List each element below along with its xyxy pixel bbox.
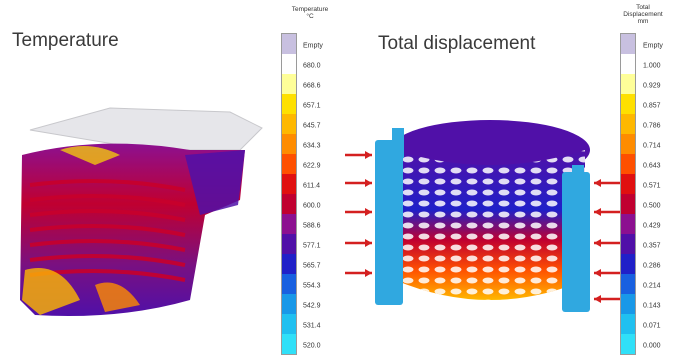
load-arrow-head xyxy=(365,269,372,277)
scale-segment xyxy=(282,74,296,94)
scale-label: 0.500 xyxy=(643,202,661,210)
scale-label: 554.3 xyxy=(303,282,321,290)
scale-label: 0.429 xyxy=(643,222,661,230)
scale-segment xyxy=(621,254,635,274)
scale-label: 0.071 xyxy=(643,322,661,330)
load-arrow-head xyxy=(594,179,601,187)
scale-segment xyxy=(621,174,635,194)
displacement-legend-title: Total Displacement mm xyxy=(615,4,671,25)
load-arrow-head xyxy=(594,239,601,247)
scale-label: 0.714 xyxy=(643,142,661,150)
scale-segment xyxy=(621,274,635,294)
scale-segment xyxy=(621,54,635,74)
scale-label: 680.0 xyxy=(303,62,321,70)
scale-segment xyxy=(621,294,635,314)
scale-label: 531.4 xyxy=(303,322,321,330)
scale-segment xyxy=(621,34,635,54)
scale-segment xyxy=(282,194,296,214)
scale-label: 1.000 xyxy=(643,62,661,70)
scale-label: 542.9 xyxy=(303,302,321,310)
scale-segment xyxy=(282,334,296,354)
scale-label: 634.3 xyxy=(303,142,321,150)
load-arrow-head xyxy=(365,239,372,247)
load-arrow-head xyxy=(365,179,372,187)
temperature-title: Temperature xyxy=(12,30,119,51)
displacement-title: Total displacement xyxy=(378,33,536,54)
scale-label: 0.929 xyxy=(643,82,661,90)
scale-segment xyxy=(282,34,296,54)
scale-segment xyxy=(282,174,296,194)
scale-label: 0.000 xyxy=(643,342,661,350)
scale-segment xyxy=(621,314,635,334)
scale-segment xyxy=(621,214,635,234)
scale-label: 600.0 xyxy=(303,202,321,210)
scale-label: 611.4 xyxy=(303,182,320,190)
scale-segment xyxy=(621,134,635,154)
scale-segment xyxy=(282,154,296,174)
scale-segment xyxy=(282,114,296,134)
scale-segment xyxy=(282,134,296,154)
scale-segment xyxy=(621,234,635,254)
scale-segment xyxy=(282,254,296,274)
scale-segment xyxy=(282,294,296,314)
load-arrow-head xyxy=(365,151,372,159)
scale-label: 0.857 xyxy=(643,102,661,110)
temperature-render xyxy=(20,107,263,316)
scale-label: 657.1 xyxy=(303,102,321,110)
scale-segment xyxy=(282,234,296,254)
scale-segment xyxy=(621,94,635,114)
displacement-legend-title-text-2: Displacement xyxy=(623,11,663,18)
scale-label: 577.1 xyxy=(303,242,321,250)
scale-label: 0.357 xyxy=(643,242,661,250)
scale-label: 0.143 xyxy=(643,302,661,310)
scale-segment xyxy=(282,314,296,334)
scale-label: 588.6 xyxy=(303,222,321,230)
scale-segment xyxy=(621,74,635,94)
scale-label: 520.0 xyxy=(303,342,321,350)
scale-label: 0.643 xyxy=(643,162,661,170)
temperature-legend-title: Temperature °C xyxy=(282,6,338,20)
scale-segment xyxy=(282,54,296,74)
displacement-render xyxy=(375,120,590,312)
scale-label: Empty xyxy=(643,42,663,50)
scale-label: 0.571 xyxy=(643,182,661,190)
scale-segment xyxy=(621,114,635,134)
scale-segment xyxy=(282,214,296,234)
scale-segment xyxy=(621,154,635,174)
scale-label: 0.214 xyxy=(643,282,661,290)
scale-label: 0.286 xyxy=(643,262,661,270)
scale-segment xyxy=(621,334,635,354)
scale-label: 645.7 xyxy=(303,122,321,130)
load-arrows xyxy=(345,151,620,303)
scale-segment xyxy=(282,94,296,114)
scale-label: 622.9 xyxy=(303,162,321,170)
scale-segment xyxy=(282,274,296,294)
displacement-legend-title-text: Total xyxy=(636,4,650,11)
scale-segment xyxy=(621,194,635,214)
load-arrow-head xyxy=(594,269,601,277)
temperature-legend-unit: °C xyxy=(306,13,314,20)
scale-label: 565.7 xyxy=(303,262,321,270)
temperature-color-scale xyxy=(281,33,297,355)
scale-label: 668.6 xyxy=(303,82,321,90)
load-arrow-head xyxy=(594,295,601,303)
scale-label: Empty xyxy=(303,42,323,50)
scale-label: 0.786 xyxy=(643,122,661,130)
displacement-legend-unit: mm xyxy=(637,18,649,25)
load-arrow-head xyxy=(594,208,601,216)
temperature-legend-title-text: Temperature xyxy=(291,6,329,13)
load-arrow-head xyxy=(365,208,372,216)
displacement-color-scale xyxy=(620,33,636,355)
